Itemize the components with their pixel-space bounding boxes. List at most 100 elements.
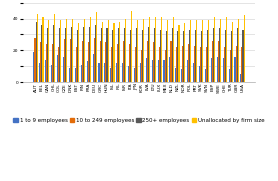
Bar xyxy=(117,44,118,82)
Bar xyxy=(238,19,239,82)
Bar xyxy=(57,55,58,82)
Bar xyxy=(36,22,37,82)
Bar xyxy=(83,27,84,82)
Bar xyxy=(201,31,202,82)
Bar xyxy=(217,57,218,82)
Bar xyxy=(230,50,231,82)
Bar xyxy=(176,47,177,82)
Bar xyxy=(183,31,184,82)
Bar xyxy=(161,17,162,82)
Bar xyxy=(105,42,106,82)
Bar xyxy=(112,30,113,82)
Bar xyxy=(182,46,183,82)
Bar xyxy=(214,17,215,82)
Bar xyxy=(193,63,194,82)
Bar xyxy=(128,66,129,82)
Bar xyxy=(88,42,89,82)
Bar xyxy=(94,38,95,82)
Bar xyxy=(123,41,124,82)
Bar xyxy=(96,12,97,82)
Bar xyxy=(237,28,238,82)
Bar xyxy=(211,58,212,82)
Bar xyxy=(82,41,83,82)
Bar xyxy=(93,54,94,82)
Bar xyxy=(116,63,117,82)
Bar xyxy=(169,57,170,82)
Bar xyxy=(235,46,237,82)
Bar xyxy=(188,44,189,82)
Bar xyxy=(134,68,135,82)
Bar xyxy=(200,47,201,82)
Bar xyxy=(130,30,131,82)
Bar xyxy=(78,23,79,82)
Bar xyxy=(219,28,220,82)
Bar xyxy=(59,28,60,82)
Bar xyxy=(190,20,191,82)
Bar xyxy=(173,17,174,82)
Bar xyxy=(48,20,49,82)
Bar xyxy=(159,47,160,82)
Bar xyxy=(244,15,245,82)
Bar xyxy=(146,58,147,82)
Bar xyxy=(58,47,59,82)
Legend: 1 to 9 employees, 10 to 249 employees, 250+ employees, Unallocated by firm size: 1 to 9 employees, 10 to 249 employees, 2… xyxy=(11,116,267,125)
Bar xyxy=(41,25,43,82)
Bar xyxy=(206,47,207,82)
Bar xyxy=(231,31,232,82)
Bar xyxy=(184,23,185,82)
Bar xyxy=(234,57,235,82)
Bar xyxy=(142,30,143,82)
Bar xyxy=(223,58,224,82)
Bar xyxy=(37,14,38,82)
Bar xyxy=(122,63,123,82)
Bar xyxy=(240,74,241,82)
Bar xyxy=(54,14,55,82)
Bar xyxy=(110,68,111,82)
Bar xyxy=(224,47,225,82)
Bar xyxy=(202,20,203,82)
Bar xyxy=(147,41,148,82)
Bar xyxy=(39,63,40,82)
Bar xyxy=(45,60,46,82)
Bar xyxy=(189,30,190,82)
Bar xyxy=(34,38,36,82)
Bar xyxy=(232,22,233,82)
Bar xyxy=(155,17,156,82)
Bar xyxy=(106,28,108,82)
Bar xyxy=(205,69,206,82)
Bar xyxy=(70,39,71,82)
Bar xyxy=(167,20,168,82)
Bar xyxy=(76,47,77,82)
Bar xyxy=(195,30,196,82)
Bar xyxy=(87,62,88,82)
Bar xyxy=(47,28,48,82)
Bar xyxy=(213,28,214,82)
Bar xyxy=(143,19,144,82)
Bar xyxy=(71,27,72,82)
Bar xyxy=(53,25,54,82)
Bar xyxy=(111,47,112,82)
Bar xyxy=(101,28,102,82)
Bar xyxy=(136,28,137,82)
Bar xyxy=(131,11,132,82)
Bar xyxy=(43,17,44,82)
Bar xyxy=(60,20,61,82)
Bar xyxy=(181,69,182,82)
Bar xyxy=(158,60,159,82)
Bar xyxy=(172,28,173,82)
Bar xyxy=(207,30,208,82)
Bar xyxy=(218,41,219,82)
Bar xyxy=(69,68,70,82)
Bar xyxy=(95,25,96,82)
Bar xyxy=(175,68,176,82)
Bar xyxy=(229,69,230,82)
Bar xyxy=(113,23,115,82)
Bar xyxy=(98,63,100,82)
Bar xyxy=(194,46,195,82)
Bar xyxy=(77,30,78,82)
Bar xyxy=(129,44,130,82)
Bar xyxy=(104,63,105,82)
Bar xyxy=(220,19,221,82)
Bar xyxy=(163,60,165,82)
Bar xyxy=(51,65,52,82)
